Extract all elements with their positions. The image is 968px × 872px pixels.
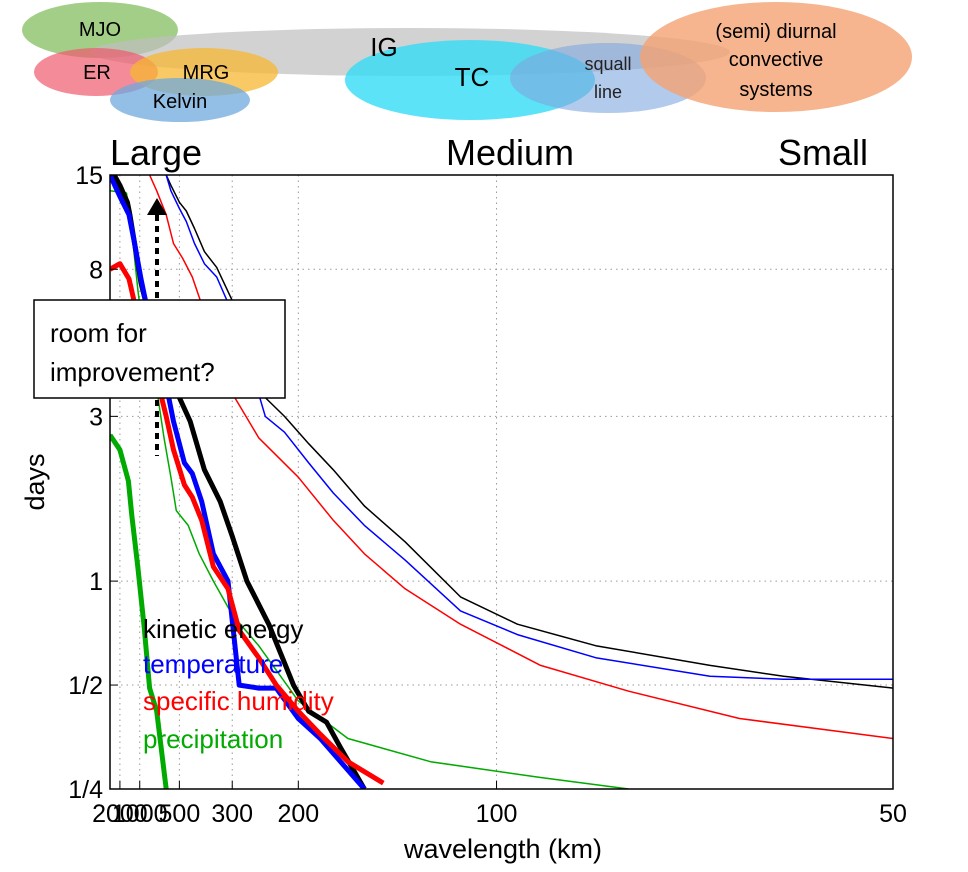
x-tick-label: 1000: [112, 800, 168, 828]
legend-specific-humidity: specific humidity: [143, 686, 334, 716]
x-tick-label: 200: [277, 800, 319, 828]
mjo-label: MJO: [79, 19, 121, 41]
annotation-box: [33, 299, 286, 399]
er-bubble: [34, 48, 158, 96]
annotation-text-line-2: improvement?: [50, 357, 215, 387]
ig-label: IG: [370, 32, 397, 62]
y-axis-ticks: 1/4 1/2 1 3 8 15: [68, 162, 118, 804]
phenomena-bubbles: MJO IG ER MRG Kelvin TC squall line (sem…: [22, 2, 912, 122]
scale-label-medium: Medium: [446, 132, 574, 173]
x-tick-label: 100: [476, 800, 518, 828]
squall-line-label-1: squall: [584, 54, 631, 74]
legend-kinetic-energy: kinetic energy: [143, 614, 303, 644]
diurnal-label-2: convective: [729, 49, 824, 71]
kelvin-bubble: [110, 78, 250, 122]
room-for-improvement-annotation: room for improvement?: [33, 198, 286, 456]
x-tick-label: 300: [211, 800, 253, 828]
plot-frame: [109, 174, 894, 790]
scale-label-small: Small: [778, 132, 868, 173]
legend: kinetic energy temperature specific humi…: [143, 614, 334, 754]
y-axis-title: days: [20, 453, 50, 510]
y-tick-label: 3: [89, 403, 103, 431]
x-tick-label: 2000: [92, 800, 148, 828]
y-tick-label: 1: [89, 568, 103, 596]
temperature-thin-line: [165, 175, 893, 680]
kelvin-label: Kelvin: [153, 91, 207, 113]
diurnal-label-3: systems: [739, 79, 812, 101]
y-tick-label: 8: [89, 256, 103, 284]
x-tick-label: 500: [159, 800, 201, 828]
scale-label-large: Large: [110, 132, 202, 173]
x-tick-label: 50: [879, 800, 907, 828]
annotation-text-line-1: room for: [50, 318, 147, 348]
diurnal-label-1: (semi) diurnal: [715, 21, 836, 43]
specific-humidity-thin-line: [148, 175, 893, 740]
diurnal-convective-systems-bubble: [640, 2, 912, 112]
mrg-label: MRG: [183, 62, 230, 84]
tc-label: TC: [455, 62, 490, 92]
series-layer: [110, 175, 893, 789]
x-axis-title: wavelength (km): [403, 834, 602, 864]
annotation-arrowhead: [147, 198, 167, 215]
squall-line-label-2: line: [594, 82, 622, 102]
legend-precipitation: precipitation: [143, 724, 283, 754]
y-tick-label: 15: [75, 162, 103, 190]
y-tick-label: 1/4: [68, 776, 103, 804]
kinetic-energy-thin-line: [165, 175, 893, 689]
precipitation-thick-line: [110, 433, 169, 789]
y-tick-label: 1/2: [68, 672, 103, 700]
legend-temperature: temperature: [143, 649, 283, 679]
temperature-thick-line: [110, 175, 367, 789]
er-label: ER: [83, 62, 111, 84]
